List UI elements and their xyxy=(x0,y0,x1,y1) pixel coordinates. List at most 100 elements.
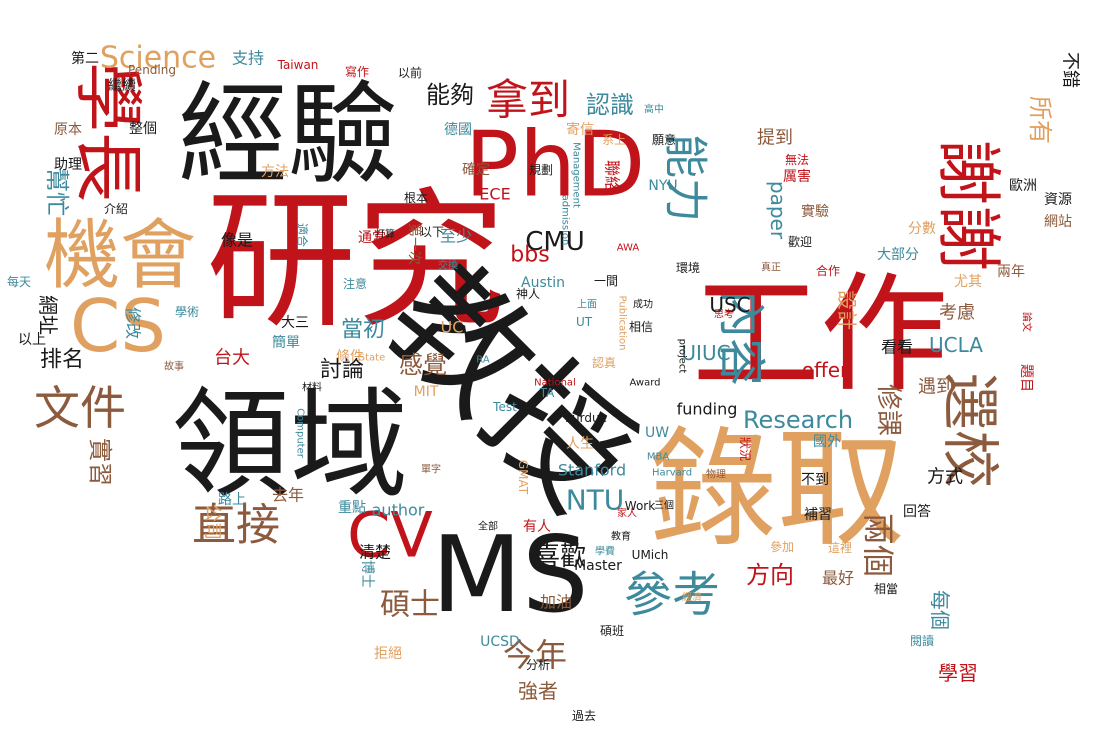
cloud-word: 方向 xyxy=(746,561,794,589)
cloud-word: 真正 xyxy=(761,261,781,274)
cloud-word: 第一次 xyxy=(406,223,423,265)
cloud-word: 聯絡 xyxy=(603,160,622,192)
cloud-word: paper xyxy=(766,181,790,240)
cloud-word: 拿到 xyxy=(486,76,570,125)
cloud-word: 方式 xyxy=(927,467,963,488)
cloud-word: NYU xyxy=(648,178,677,194)
cloud-word: 根本 xyxy=(404,191,428,205)
cloud-word: 考慮 xyxy=(939,303,975,324)
cloud-word: 有人 xyxy=(523,519,551,535)
cloud-word: 尤其 xyxy=(954,274,982,290)
cloud-word: 願意 xyxy=(652,132,676,147)
cloud-word: 注意 xyxy=(343,276,367,291)
cloud-word: 兩個 xyxy=(859,513,897,577)
cloud-word: 分析 xyxy=(526,658,550,672)
cloud-word: 狀況 xyxy=(738,437,753,461)
cloud-word: 內容 xyxy=(713,290,769,386)
cloud-word: UCLA xyxy=(929,333,983,357)
cloud-word: 強者 xyxy=(518,679,558,703)
cloud-word: 路上 xyxy=(218,492,246,508)
cloud-word: 提到 xyxy=(757,128,793,149)
cloud-word: 經驗 xyxy=(178,71,398,199)
cloud-word: 工作 xyxy=(692,261,948,410)
cloud-word: MBA xyxy=(647,452,669,463)
cloud-word: Test xyxy=(492,400,517,414)
cloud-word: MS xyxy=(431,514,588,636)
cloud-word: 所有 xyxy=(1026,96,1054,144)
cloud-word: 每個 xyxy=(928,590,952,630)
cloud-word: funding xyxy=(677,400,738,419)
cloud-word: 網址 xyxy=(36,295,60,335)
cloud-word: 資源 xyxy=(1044,192,1072,208)
cloud-word: 博士 xyxy=(359,560,376,588)
cloud-word: 能力 xyxy=(660,134,711,222)
cloud-word: 寫作 xyxy=(345,64,369,79)
cloud-word: 加油 xyxy=(540,593,572,612)
cloud-word: 以下 xyxy=(420,225,444,239)
cloud-word: 像是 xyxy=(221,231,253,250)
cloud-word: Stanford xyxy=(558,461,626,480)
cloud-word: 通常 xyxy=(358,230,386,246)
cloud-word: Harvard xyxy=(652,468,692,479)
cloud-word: 文件 xyxy=(34,381,126,435)
cloud-word: 分數 xyxy=(908,221,936,237)
cloud-word: 歐洲 xyxy=(1009,178,1037,194)
cloud-word: 適合 xyxy=(295,223,310,247)
cloud-word: CMU xyxy=(525,227,585,257)
cloud-word: 台大 xyxy=(214,348,250,369)
cloud-word: 碩班 xyxy=(600,624,624,638)
cloud-word: 物理 xyxy=(706,468,726,481)
cloud-word: GMAT xyxy=(516,460,530,495)
cloud-word: 過去 xyxy=(572,709,596,723)
cloud-word: 遇到 xyxy=(918,377,954,398)
cloud-word: 當初 xyxy=(341,318,385,343)
cloud-word: 修課 xyxy=(873,384,903,436)
cloud-word: project xyxy=(677,339,688,374)
cloud-word: 介紹 xyxy=(104,202,128,216)
cloud-word: CS xyxy=(70,284,166,368)
cloud-word: 錄取 xyxy=(649,416,905,565)
cloud-word: 參考 xyxy=(624,567,720,623)
cloud-word: 助理 xyxy=(54,157,82,173)
cloud-word: 大部分 xyxy=(877,247,919,263)
cloud-word: AWA xyxy=(617,243,640,254)
cloud-word: 感覺 xyxy=(399,351,447,379)
cloud-word: 上面 xyxy=(577,299,597,311)
cloud-word: 學術 xyxy=(175,305,199,319)
cloud-word: 認識 xyxy=(586,91,634,119)
cloud-word: MIT xyxy=(414,384,439,400)
cloud-word: 幫忙 xyxy=(43,168,71,216)
cloud-word: 教育 xyxy=(611,530,631,543)
cloud-word: 能夠 xyxy=(426,81,474,109)
cloud-word: 打算 xyxy=(375,228,395,241)
cloud-word: UW xyxy=(645,425,669,441)
cloud-word: 喜歡 xyxy=(534,542,586,572)
cloud-word: 支持 xyxy=(232,49,264,68)
cloud-word: 家人 xyxy=(617,507,637,520)
cloud-word: 學費 xyxy=(595,545,615,558)
cloud-word: 碩士 xyxy=(380,588,440,623)
cloud-word: 謝謝 xyxy=(930,139,1007,271)
cloud-word: 直接 xyxy=(192,500,280,551)
cloud-word: TA xyxy=(539,386,555,400)
cloud-word: 設計 xyxy=(835,290,859,330)
cloud-word: UC xyxy=(441,318,464,337)
cloud-word: 條件 xyxy=(336,349,364,365)
cloud-word: 簡單 xyxy=(272,335,300,351)
cloud-word: 每天 xyxy=(7,274,31,289)
cloud-word: admission xyxy=(560,195,571,246)
cloud-word: 論文 xyxy=(1021,312,1034,332)
cloud-word: 兩年 xyxy=(997,264,1025,280)
cloud-word: 以上 xyxy=(18,332,46,348)
cloud-word: 認真 xyxy=(592,355,616,370)
cloud-word: 思考 xyxy=(714,309,734,321)
cloud-word: 三個 xyxy=(654,499,674,512)
cloud-word: 機會 xyxy=(44,211,196,300)
cloud-word: Computer xyxy=(295,408,306,459)
cloud-word: 至少 xyxy=(440,227,472,246)
cloud-word: 領域 xyxy=(172,376,408,514)
cloud-word: 故事 xyxy=(164,360,184,373)
cloud-word: 網站 xyxy=(1044,214,1072,230)
cloud-word: UMich xyxy=(632,548,669,562)
